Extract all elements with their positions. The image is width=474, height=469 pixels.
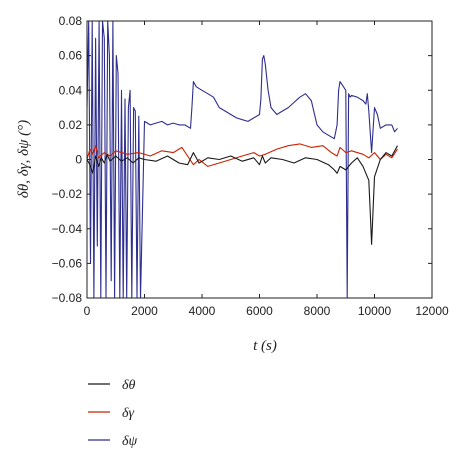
legend-label-theta: δθ: [122, 378, 136, 393]
series-layer: [87, 21, 398, 298]
y-tick-label: −0.06: [52, 256, 83, 270]
y-tick-label: 0: [75, 153, 82, 167]
series-line-psi: [87, 21, 398, 298]
legend-label-gamma: δγ: [122, 406, 135, 421]
x-tick-label: 6000: [246, 304, 273, 318]
series-line-theta: [87, 145, 398, 245]
x-tick-label: 0: [84, 304, 91, 318]
x-tick-label: 10000: [358, 304, 392, 318]
y-tick-label: 0.08: [59, 14, 83, 28]
x-tick-label: 4000: [189, 304, 216, 318]
legend-label-psi: δψ: [122, 434, 138, 449]
y-axis-title: δθ, δγ, δψ (°): [16, 120, 32, 198]
y-tick-label: 0.06: [59, 49, 83, 63]
x-tick-label: 12000: [415, 304, 449, 318]
x-tick-label: 8000: [304, 304, 331, 318]
y-tick-label: −0.04: [52, 222, 83, 236]
y-tick-label: −0.02: [52, 187, 83, 201]
legend: δθ δγ δψ: [88, 378, 138, 449]
y-tick-label: 0.04: [59, 83, 83, 97]
y-tick-label: 0.02: [59, 118, 83, 132]
x-axis-title: t (s): [253, 338, 277, 354]
ticks-layer: 0 2000 4000 6000 8000 10000 12000 0.08 0.06 0.04 0…: [52, 14, 449, 318]
series-line-gamma: [87, 143, 398, 167]
y-tick-label: −0.08: [52, 291, 83, 305]
x-tick-label: 2000: [131, 304, 158, 318]
